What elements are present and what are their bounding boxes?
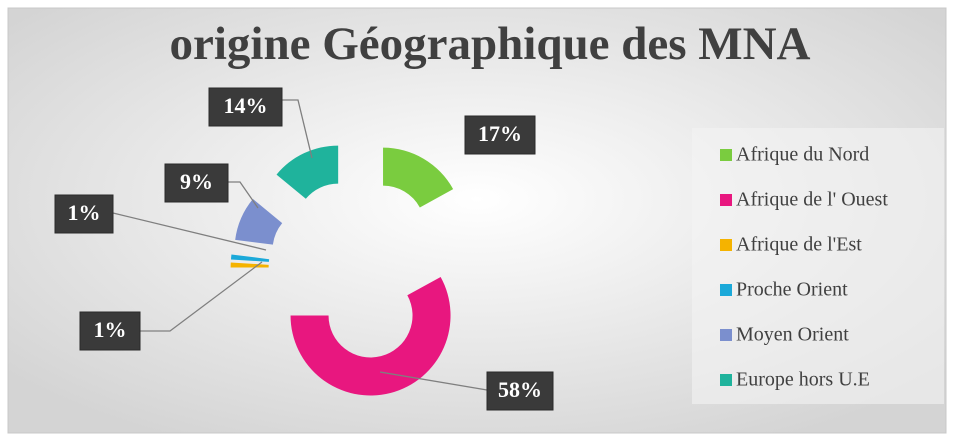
data-label: 17%	[478, 121, 522, 146]
legend-swatch	[720, 284, 732, 296]
leader-line	[112, 212, 267, 251]
legend-label: Moyen Orient	[736, 324, 849, 346]
legend-swatch	[720, 194, 732, 206]
legend-label: Afrique de l'Est	[736, 234, 862, 256]
doughnut-segment	[276, 145, 339, 199]
data-label-box	[208, 87, 283, 127]
legend-label: Afrique de l' Ouest	[736, 189, 888, 211]
doughnut-segment	[383, 147, 454, 208]
data-label: 14%	[224, 93, 268, 118]
doughnut-segment	[230, 262, 269, 268]
legend-label: Proche Orient	[736, 279, 848, 301]
leader-line	[379, 371, 488, 391]
data-label: 9%	[180, 169, 213, 194]
doughnut-segment	[290, 276, 451, 396]
leader-line	[228, 181, 259, 209]
doughnut-segment	[230, 254, 270, 262]
legend-background	[692, 128, 944, 404]
legend-swatch	[720, 329, 732, 341]
leader-line	[282, 99, 313, 159]
data-label-box	[486, 371, 554, 411]
data-label-box	[464, 115, 536, 155]
legend-label: Europe hors U.E	[736, 369, 870, 391]
legend-swatch	[720, 374, 732, 386]
data-label: 1%	[94, 317, 127, 342]
data-label-box	[54, 194, 114, 234]
data-label-box	[79, 311, 141, 351]
data-label-box	[164, 163, 229, 203]
legend-label: Afrique du Nord	[736, 144, 869, 166]
legend-swatch	[720, 149, 732, 161]
data-label: 1%	[68, 200, 101, 225]
legend-swatch	[720, 239, 732, 251]
data-label: 58%	[498, 377, 542, 402]
chart-title: origine Géographique des MNA	[169, 18, 810, 70]
doughnut-segment	[235, 198, 283, 245]
leader-line	[140, 261, 263, 332]
